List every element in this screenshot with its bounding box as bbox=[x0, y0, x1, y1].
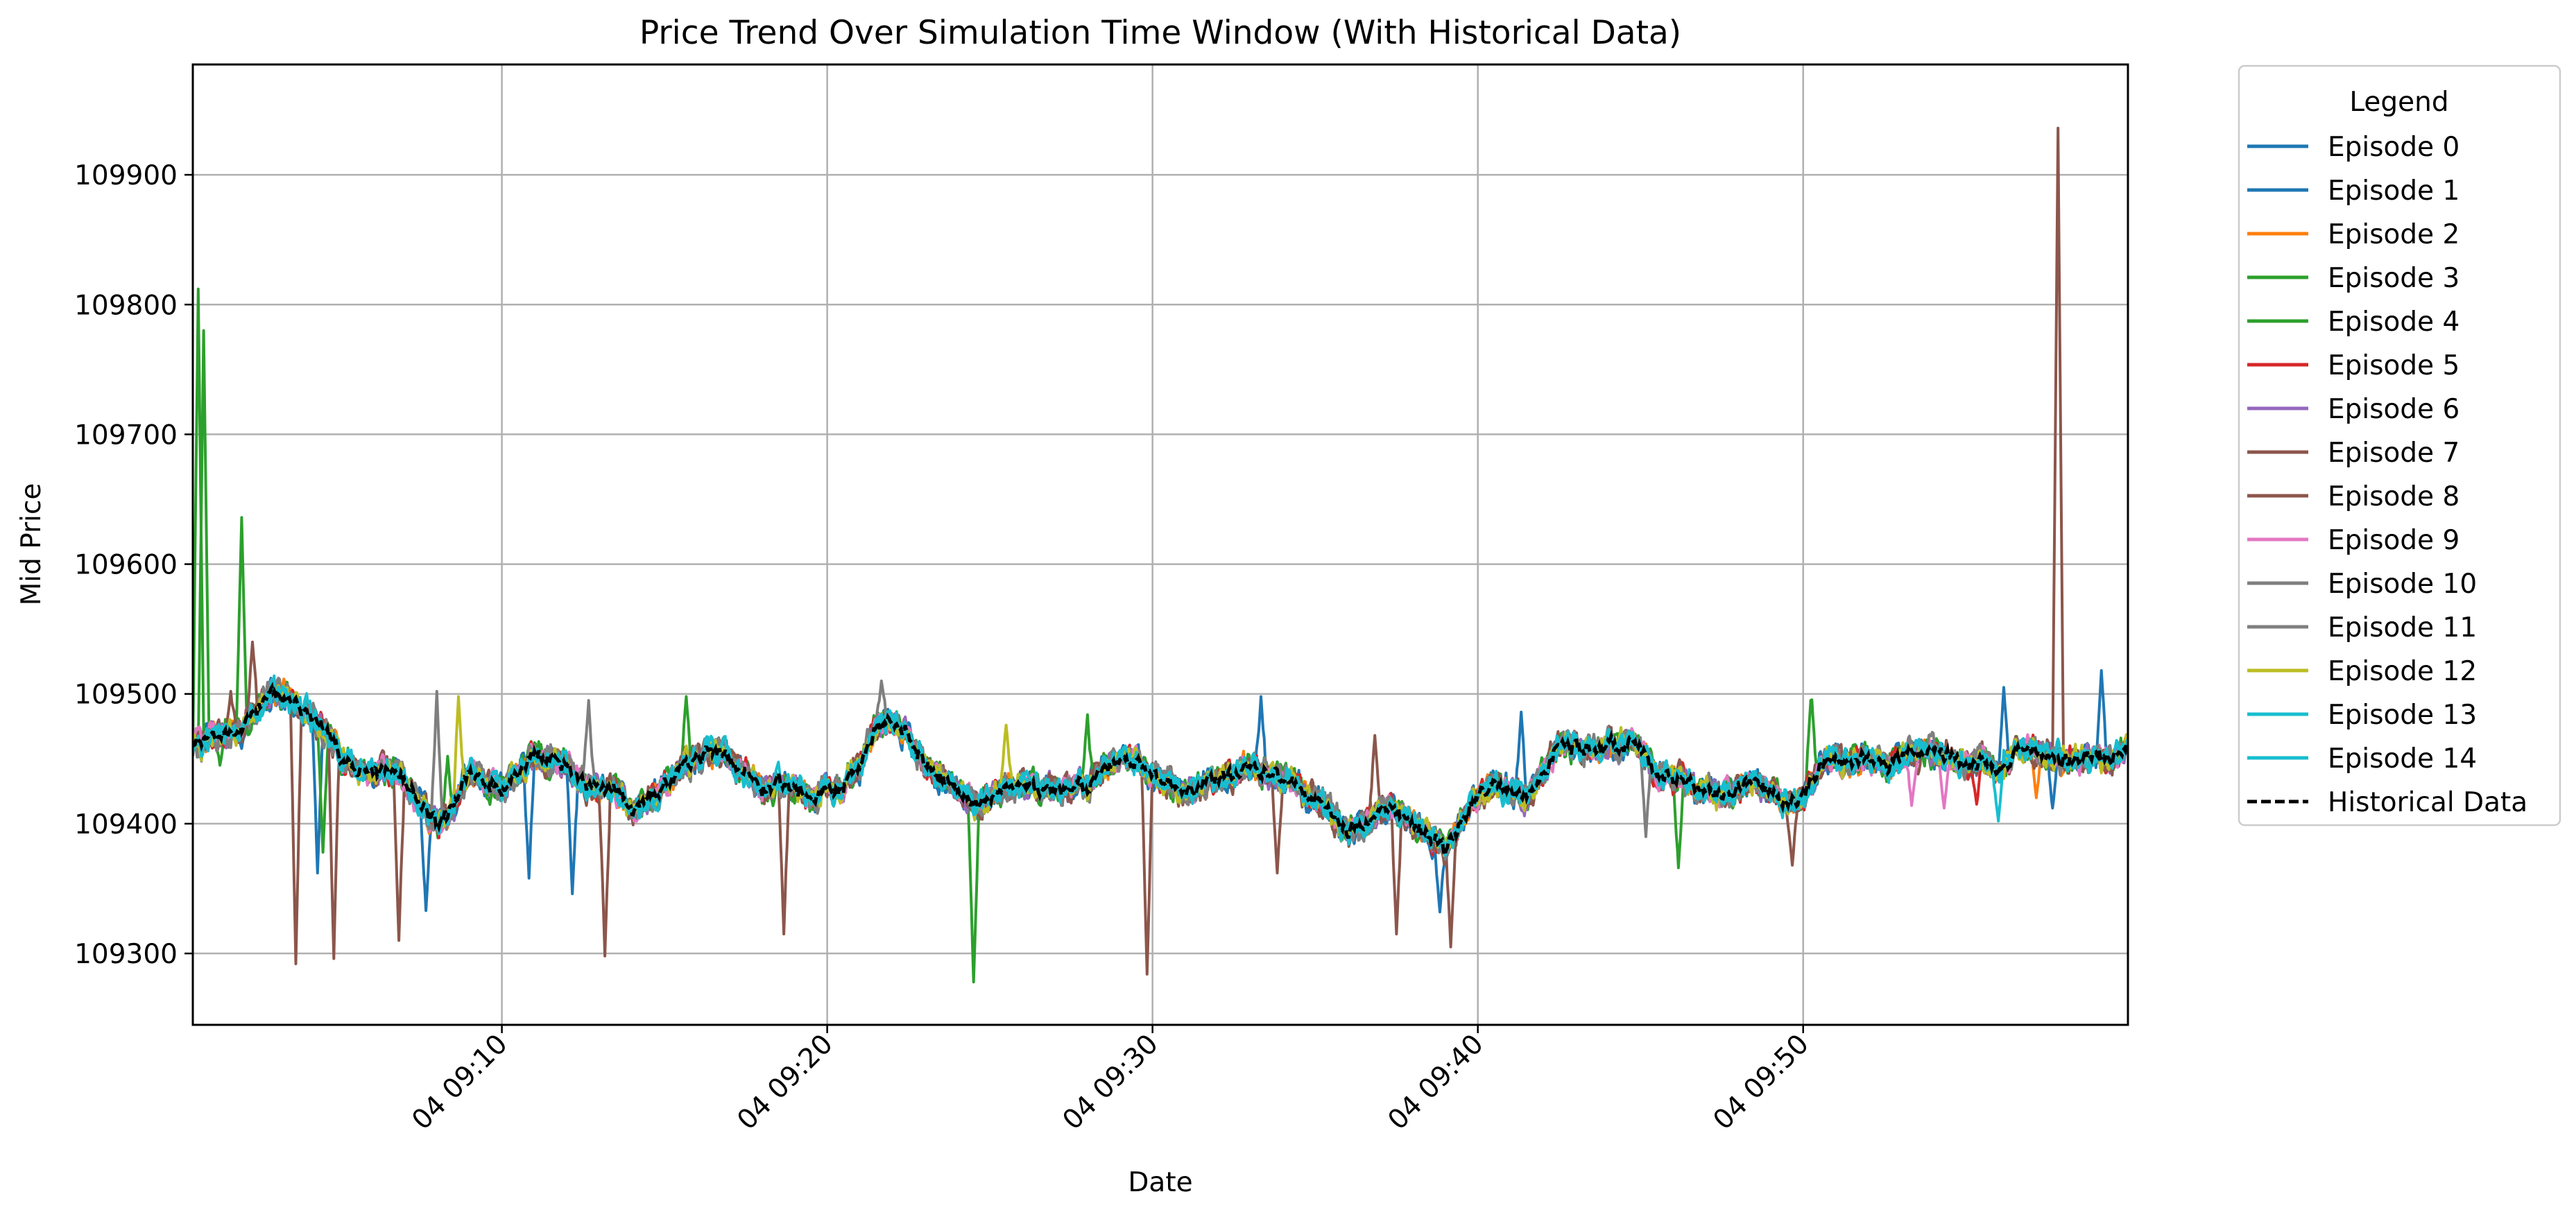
series-line-episode-14 bbox=[193, 684, 2128, 849]
gridlines bbox=[193, 64, 2128, 1025]
x-axis-label: Date bbox=[1128, 1167, 1192, 1198]
legend-label: Episode 7 bbox=[2328, 438, 2459, 469]
legend-label: Episode 9 bbox=[2328, 525, 2459, 556]
legend-label: Episode 12 bbox=[2328, 656, 2477, 687]
plot-frame bbox=[191, 63, 2129, 1026]
legend-frame bbox=[2238, 64, 2561, 827]
y-axis-label: Mid Price bbox=[16, 483, 47, 606]
y-tick-label: 109500 bbox=[74, 680, 178, 711]
legend-label: Episode 8 bbox=[2328, 481, 2459, 512]
y-tick-label: 109600 bbox=[74, 550, 178, 581]
legend-label: Episode 4 bbox=[2328, 306, 2459, 338]
series-line-historical bbox=[193, 682, 2128, 862]
y-axis: 109300 109400 109500 109600 109700 109800 1099… bbox=[74, 160, 193, 970]
legend-entries: Episode 0 Episode 1 Episode 2 Episode 3 Epis… bbox=[2247, 132, 2527, 818]
y-tick-label: 109700 bbox=[74, 420, 178, 451]
legend-label: Episode 3 bbox=[2328, 263, 2459, 294]
legend-label: Episode 14 bbox=[2328, 743, 2477, 775]
legend-label: Episode 13 bbox=[2328, 700, 2477, 731]
legend-label: Episode 6 bbox=[2328, 394, 2459, 425]
legend-label: Episode 5 bbox=[2328, 350, 2459, 381]
legend-label: Episode 1 bbox=[2328, 175, 2459, 207]
legend-label: Episode 10 bbox=[2328, 569, 2477, 600]
legend-label: Episode 11 bbox=[2328, 612, 2477, 643]
legend-title: Legend bbox=[2349, 87, 2448, 118]
series-layer bbox=[193, 126, 2128, 984]
legend-label: Episode 0 bbox=[2328, 132, 2459, 163]
y-tick-label: 109800 bbox=[74, 290, 178, 321]
legend-label: Historical Data bbox=[2328, 787, 2527, 818]
y-tick-label: 109400 bbox=[74, 809, 178, 840]
chart-title: Price Trend Over Simulation Time Window … bbox=[639, 14, 1681, 52]
y-tick-label: 109300 bbox=[74, 939, 178, 970]
legend-label: Episode 2 bbox=[2328, 219, 2459, 250]
y-tick-label: 109900 bbox=[74, 160, 178, 191]
